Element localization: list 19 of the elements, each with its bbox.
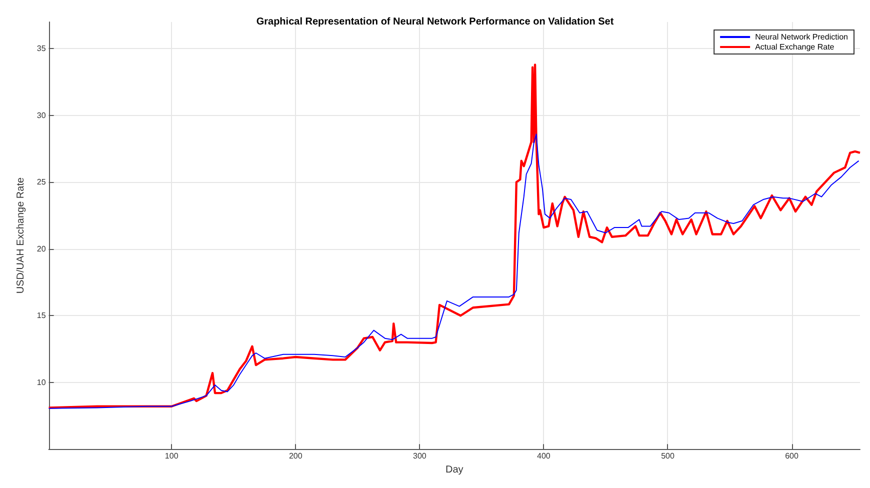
y-axis-title: USD/UAH Exchange Rate <box>16 177 26 294</box>
chart-title: Graphical Representation of Neural Network Performance on Validation Set <box>256 16 614 28</box>
x-axis-title: Day <box>446 464 464 476</box>
legend-label: Neural Network Prediction <box>755 32 848 42</box>
y-tick-label: 15 <box>36 311 46 320</box>
line-series <box>48 134 860 409</box>
x-tick-label: 500 <box>661 452 675 461</box>
x-tick-label: 600 <box>785 452 799 461</box>
x-tick-label: 400 <box>537 452 551 461</box>
y-tick-label: 30 <box>36 110 46 120</box>
x-tick-label: 300 <box>412 452 427 461</box>
y-tick-label: 10 <box>36 378 46 387</box>
x-tick-label: 200 <box>288 452 303 461</box>
y-tick-label: 25 <box>36 178 46 187</box>
x-tick-label: 100 <box>164 452 179 461</box>
y-tick-label: 20 <box>36 244 46 254</box>
y-tick-label: 35 <box>36 44 46 54</box>
line-series <box>48 64 862 409</box>
legend-label: Actual Exchange Rate <box>755 42 835 52</box>
